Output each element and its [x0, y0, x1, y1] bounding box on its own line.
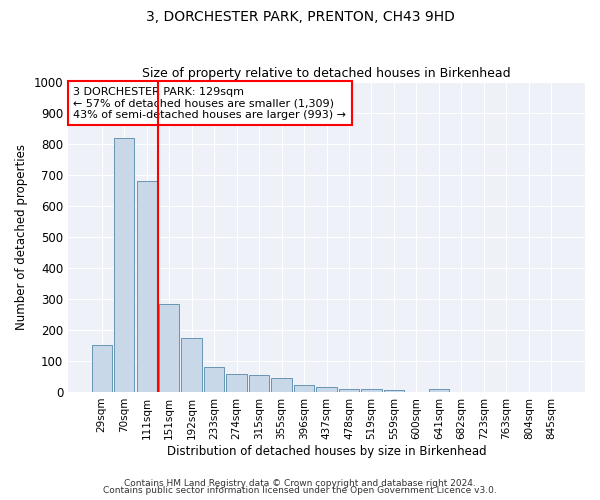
Y-axis label: Number of detached properties: Number of detached properties [15, 144, 28, 330]
Bar [316, 388, 337, 392]
Text: Contains public sector information licensed under the Open Government Licence v3: Contains public sector information licen… [103, 486, 497, 495]
Bar [249, 375, 269, 392]
Bar [204, 367, 224, 392]
Bar [384, 390, 404, 392]
Bar [271, 378, 292, 392]
Text: 3 DORCHESTER PARK: 129sqm
← 57% of detached houses are smaller (1,309)
43% of se: 3 DORCHESTER PARK: 129sqm ← 57% of detac… [73, 86, 346, 120]
Bar [181, 338, 202, 392]
Bar [339, 389, 359, 392]
Bar [429, 389, 449, 392]
Bar [361, 390, 382, 392]
Bar [226, 374, 247, 392]
Title: Size of property relative to detached houses in Birkenhead: Size of property relative to detached ho… [142, 66, 511, 80]
Bar [92, 346, 112, 392]
Bar [114, 138, 134, 392]
X-axis label: Distribution of detached houses by size in Birkenhead: Distribution of detached houses by size … [167, 444, 487, 458]
Bar [159, 304, 179, 392]
Bar [137, 181, 157, 392]
Bar [294, 385, 314, 392]
Text: 3, DORCHESTER PARK, PRENTON, CH43 9HD: 3, DORCHESTER PARK, PRENTON, CH43 9HD [146, 10, 454, 24]
Text: Contains HM Land Registry data © Crown copyright and database right 2024.: Contains HM Land Registry data © Crown c… [124, 478, 476, 488]
